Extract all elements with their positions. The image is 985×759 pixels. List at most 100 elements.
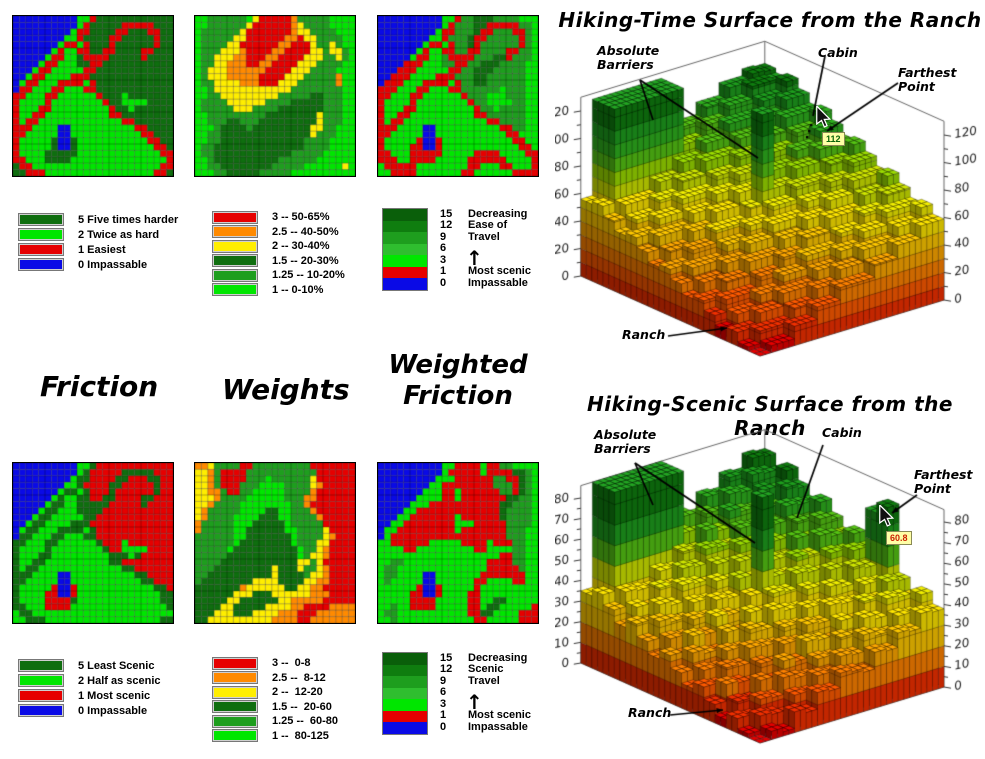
ramp-number: 15 bbox=[440, 207, 453, 220]
ramp-label-row: 6 bbox=[440, 242, 531, 254]
legend-label: 1 -- 80-125 bbox=[272, 729, 329, 742]
legend-label: 2 -- 30-40% bbox=[272, 240, 330, 253]
legend-swatch bbox=[212, 254, 258, 268]
ramp-word: Impassable bbox=[468, 720, 528, 733]
ramp-label-row: 0 Impassable bbox=[440, 277, 531, 289]
legend-label: 2 -- 12-20 bbox=[272, 686, 323, 699]
legend-weights-scenic: 3 -- 0-8 2.5 -- 8-12 2 -- 12-20 1.5 -- 20-6… bbox=[212, 656, 338, 743]
weights-scenic-map bbox=[194, 462, 356, 624]
ramp-band bbox=[383, 243, 427, 255]
legend-row: 1.5 -- 20-60 bbox=[212, 700, 338, 715]
legend-label: 3 -- 0-8 bbox=[272, 657, 311, 670]
ramp-band bbox=[383, 687, 427, 699]
legend-swatch bbox=[212, 239, 258, 253]
annotation-absolute-barriers-time: Absolute Barriers bbox=[597, 43, 660, 73]
ramp-number: 9 bbox=[440, 674, 447, 687]
legend-label: 2 Half as scenic bbox=[78, 674, 161, 687]
legend-swatch bbox=[212, 656, 258, 670]
ramp-band bbox=[383, 699, 427, 711]
annotation-cabin-scenic: Cabin bbox=[822, 425, 862, 440]
legend-swatch bbox=[212, 685, 258, 699]
legend-swatch bbox=[212, 671, 258, 685]
legend-row: 1 Most scenic bbox=[18, 688, 161, 703]
ramp-number: 6 bbox=[440, 686, 447, 699]
ramp-band bbox=[383, 232, 427, 244]
ramp-number: 12 bbox=[440, 663, 453, 676]
ramp-band bbox=[383, 664, 427, 676]
legend-color-ramp bbox=[382, 652, 428, 735]
legend-row: 2 -- 30-40% bbox=[212, 239, 345, 254]
ramp-band bbox=[383, 676, 427, 688]
ramp-band bbox=[383, 220, 427, 232]
legend-row: 1.25 -- 60-80 bbox=[212, 714, 338, 729]
legend-swatch bbox=[212, 729, 258, 743]
ramp-number: 0 bbox=[440, 276, 447, 289]
section-label-friction: Friction bbox=[40, 370, 159, 403]
ramp-band bbox=[383, 710, 427, 722]
ramp-word: Most scenic bbox=[468, 709, 531, 722]
legend-swatch bbox=[212, 283, 258, 297]
up-arrow-icon: ↑ bbox=[466, 246, 483, 270]
hiking-time-surface-plot[interactable] bbox=[555, 36, 985, 388]
friction-scenic-map bbox=[12, 462, 174, 624]
ramp-label-row: 9 Travel bbox=[440, 675, 531, 687]
value-tooltip-time: 112 bbox=[822, 132, 845, 146]
weighted-line1: Weighted bbox=[388, 350, 528, 380]
ramp-word: Decreasing bbox=[468, 207, 528, 220]
ramp-word: Scenic bbox=[468, 663, 504, 676]
legend-label: 0 Impassable bbox=[78, 704, 148, 717]
ramp-label-row: 12 Scenic bbox=[440, 663, 531, 676]
ramp-label-row: 6 bbox=[440, 686, 531, 699]
mouse-cursor-icon bbox=[816, 106, 832, 128]
legend-label: 3 -- 50-65% bbox=[272, 211, 330, 224]
legend-swatch bbox=[18, 213, 64, 226]
legend-row: 2.5 -- 8-12 bbox=[212, 671, 338, 686]
legend-ramp-labels: 15 Decreasing 12 Scenic 9 Travel 6 3 1 Most sceni… bbox=[440, 652, 531, 735]
weights-time-map bbox=[194, 15, 356, 177]
legend-row: 3 -- 50-65% bbox=[212, 210, 345, 225]
ramp-word: Impassable bbox=[468, 276, 528, 289]
ramp-label-row: 3 bbox=[440, 254, 531, 266]
legend-row: 1.5 -- 20-30% bbox=[212, 254, 345, 269]
legend-swatch bbox=[212, 210, 258, 224]
ramp-word: Most scenic bbox=[468, 265, 531, 278]
ramp-number: 3 bbox=[440, 697, 447, 710]
legend-label: 1 -- 0-10% bbox=[272, 283, 324, 296]
ramp-label-row: 0 Impassable bbox=[440, 721, 531, 733]
weighted-line2: Friction bbox=[403, 381, 513, 412]
legend-color-ramp bbox=[382, 208, 428, 291]
weighted-friction-scenic-map bbox=[377, 462, 539, 624]
ramp-number: 1 bbox=[440, 265, 447, 278]
legend-row: 1.25 -- 10-20% bbox=[212, 268, 345, 283]
legend-label: 5 Five times harder bbox=[78, 213, 179, 226]
legend-label: 1.5 -- 20-30% bbox=[272, 254, 339, 267]
legend-label: 5 Least Scenic bbox=[78, 659, 155, 672]
legend-friction-time: 5 Five times harder 2 Twice as hard 1 Easi… bbox=[18, 212, 178, 272]
legend-row: 1 -- 0-10% bbox=[212, 283, 345, 298]
legend-row: 1 Easiest bbox=[18, 242, 178, 257]
legend-swatch bbox=[212, 700, 258, 714]
ramp-word: Travel bbox=[468, 230, 500, 243]
ramp-number: 3 bbox=[440, 253, 447, 266]
ramp-band bbox=[383, 722, 427, 734]
hiking-scenic-surface-plot[interactable] bbox=[555, 423, 985, 759]
ramp-number: 1 bbox=[440, 709, 447, 722]
legend-swatch bbox=[212, 225, 258, 239]
legend-swatch bbox=[18, 704, 64, 717]
legend-row: 0 Impassable bbox=[18, 257, 178, 272]
ramp-label-row: 12 Ease of bbox=[440, 219, 531, 232]
legend-swatch bbox=[18, 258, 64, 271]
legend-row: 5 Least Scenic bbox=[18, 658, 161, 673]
ramp-number: 0 bbox=[440, 720, 447, 733]
legend-label: 1.25 -- 60-80 bbox=[272, 715, 339, 728]
section-label-weights: Weights bbox=[222, 373, 350, 406]
ramp-word: Ease of bbox=[468, 219, 508, 232]
ramp-number: 9 bbox=[440, 230, 447, 243]
legend-ramp-scenic: 15 Decreasing 12 Scenic 9 Travel 6 3 1 Most sceni… bbox=[382, 652, 531, 735]
legend-row: 1 -- 80-125 bbox=[212, 729, 338, 744]
legend-swatch bbox=[18, 228, 64, 241]
annotation-ranch-time: Ranch bbox=[622, 327, 666, 342]
ramp-word: Decreasing bbox=[468, 651, 528, 664]
legend-swatch bbox=[212, 268, 258, 282]
legend-swatch bbox=[212, 714, 258, 728]
